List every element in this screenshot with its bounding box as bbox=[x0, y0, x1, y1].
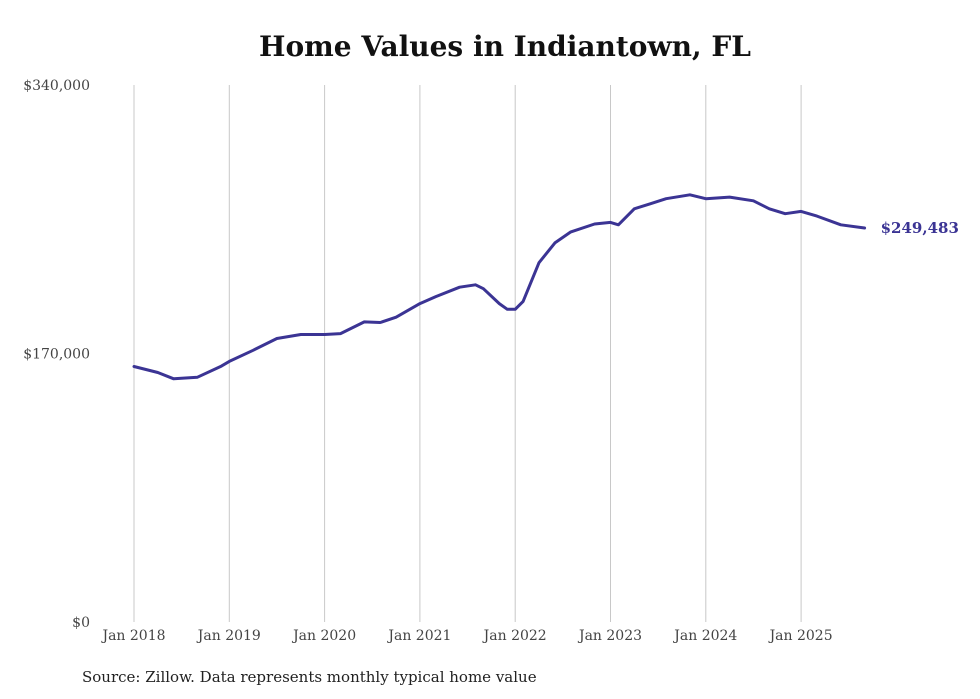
series-line bbox=[132, 193, 867, 381]
end-value-label: $249,483 bbox=[881, 219, 959, 237]
y-tick-label: $170,000 bbox=[23, 347, 90, 363]
x-tick-label: Jan 2021 bbox=[386, 628, 451, 644]
x-tick-label: Jan 2018 bbox=[100, 628, 165, 644]
x-tick-label: Jan 2022 bbox=[482, 628, 547, 644]
y-tick-label: $340,000 bbox=[23, 78, 90, 94]
chart-title: Home Values in Indiantown, FL bbox=[259, 30, 751, 63]
x-tick-label: Jan 2019 bbox=[196, 628, 261, 644]
x-tick-label: Jan 2024 bbox=[672, 628, 737, 644]
y-tick-label: $0 bbox=[72, 615, 90, 631]
x-tick-label: Jan 2020 bbox=[291, 628, 356, 644]
x-tick-label: Jan 2025 bbox=[768, 628, 833, 644]
x-tick-label: Jan 2023 bbox=[577, 628, 642, 644]
source-note: Source: Zillow. Data represents monthly … bbox=[82, 668, 537, 686]
